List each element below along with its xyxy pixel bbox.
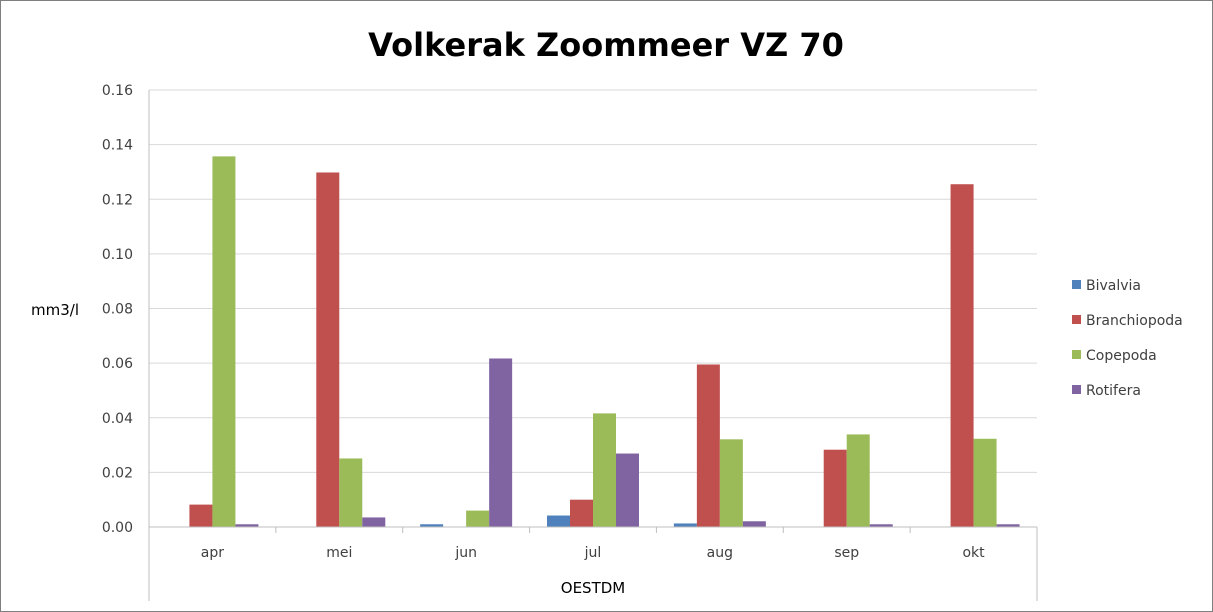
legend: Bivalvia Branchiopoda Copepoda Rotifera	[1072, 278, 1183, 399]
bar-rotifera-okt	[996, 524, 1020, 527]
y-tick-label: 0.14	[102, 138, 133, 154]
bar-copepoda-sep	[846, 434, 870, 527]
x-axis-title: OESTDM	[561, 579, 625, 597]
y-tick-label: 0.06	[102, 356, 133, 372]
y-tick-label: 0.12	[102, 192, 133, 208]
y-tick-label: 0.16	[102, 83, 133, 99]
x-tick-label: jul	[584, 545, 602, 561]
chart-title: Volkerak Zoommeer VZ 70	[368, 26, 844, 64]
bars	[189, 156, 1020, 527]
legend-label: Rotifera	[1086, 383, 1141, 399]
legend-label: Branchiopoda	[1086, 313, 1183, 329]
bar-branchiopoda-jul	[570, 499, 593, 527]
bar-branchiopoda-sep	[823, 449, 847, 527]
bar-branchiopoda-okt	[950, 184, 974, 527]
bar-bivalvia-jun	[420, 524, 444, 527]
legend-label: Bivalvia	[1086, 278, 1141, 294]
x-tick-label: aug	[707, 545, 733, 561]
legend-swatch	[1072, 350, 1081, 359]
bar-bivalvia-jul	[547, 515, 570, 527]
legend-swatch	[1072, 385, 1081, 394]
axes: 0.00 0.02 0.04 0.06 0.08 0.10 0.12 0.14 0.16 apr m…	[102, 83, 1038, 601]
y-tick-label: 0.08	[102, 302, 133, 318]
x-tick-label: jun	[454, 545, 477, 561]
y-axis-title: mm3/l	[31, 301, 79, 319]
bar-rotifera-mei	[362, 517, 386, 527]
y-tick-label: 0.04	[102, 411, 133, 427]
bar-rotifera-jun	[489, 358, 513, 527]
legend-swatch	[1072, 315, 1081, 324]
bar-rotifera-aug	[742, 521, 766, 527]
bar-branchiopoda-mei	[316, 172, 340, 527]
bar-copepoda-apr	[212, 156, 236, 527]
bar-copepoda-aug	[719, 439, 743, 527]
bar-rotifera-sep	[869, 524, 893, 527]
bar-bivalvia-aug	[673, 523, 697, 527]
x-tick-label: okt	[962, 545, 985, 561]
y-tick-label: 0.10	[102, 247, 133, 263]
x-tick-label: mei	[326, 545, 352, 561]
legend-label: Copepoda	[1086, 348, 1157, 364]
bar-rotifera-jul	[616, 453, 639, 527]
bar-copepoda-okt	[973, 438, 997, 527]
bar-copepoda-jun	[466, 510, 490, 527]
bar-branchiopoda-apr	[189, 504, 213, 527]
legend-swatch	[1072, 280, 1081, 289]
y-tick-label: 0.02	[102, 465, 133, 481]
y-tick-label: 0.00	[102, 520, 133, 536]
gridlines	[149, 89, 1037, 473]
x-tick-label: apr	[201, 545, 224, 561]
x-tick-label: sep	[834, 545, 859, 561]
bar-branchiopoda-aug	[696, 364, 720, 527]
bar-copepoda-jul	[593, 413, 616, 527]
bar-rotifera-apr	[235, 524, 259, 527]
bar-copepoda-mei	[339, 458, 363, 527]
